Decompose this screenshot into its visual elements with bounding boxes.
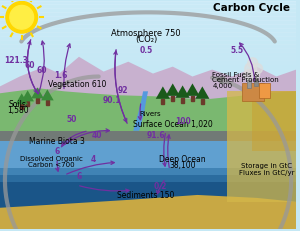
Polygon shape (0, 58, 296, 141)
Text: 40: 40 (92, 131, 102, 140)
Text: 6: 6 (76, 171, 82, 180)
Polygon shape (166, 84, 180, 96)
Text: 60: 60 (24, 61, 35, 70)
Text: Surface Ocean 1,020: Surface Ocean 1,020 (133, 120, 213, 129)
Bar (0, 68, 296, 72)
Polygon shape (0, 89, 296, 141)
Text: Soils: Soils (9, 99, 27, 108)
Bar (0, 72, 296, 76)
Bar (36, 99, 39, 104)
Polygon shape (185, 84, 200, 96)
Bar (20, 105, 23, 109)
Text: Deep Ocean: Deep Ocean (159, 154, 206, 163)
Circle shape (10, 6, 34, 30)
Circle shape (252, 71, 260, 79)
Text: 4: 4 (91, 154, 96, 163)
Bar (247, 79, 251, 89)
Bar (254, 79, 258, 87)
Text: Carbon Cycle: Carbon Cycle (213, 3, 290, 13)
Polygon shape (133, 92, 148, 131)
Polygon shape (41, 90, 54, 101)
Text: 1.6: 1.6 (55, 71, 68, 80)
Text: 50: 50 (67, 115, 77, 124)
Bar (191, 96, 194, 102)
Text: 92: 92 (117, 85, 128, 94)
Text: Dissolved Organic: Dissolved Organic (20, 156, 83, 162)
Bar (201, 99, 204, 105)
Text: 5.5: 5.5 (230, 46, 243, 55)
Text: 1,580: 1,580 (7, 105, 28, 114)
Polygon shape (0, 195, 296, 230)
Circle shape (6, 3, 38, 34)
Circle shape (248, 58, 258, 68)
Text: Cement Production: Cement Production (212, 77, 279, 83)
Polygon shape (15, 94, 28, 105)
Bar (242, 84, 263, 102)
Circle shape (244, 70, 254, 80)
Bar (0, 6, 296, 9)
Circle shape (253, 64, 262, 74)
Text: 0.2: 0.2 (153, 181, 167, 190)
Bar (0, 53, 296, 57)
Bar (0, 9, 296, 13)
Bar (0, 29, 296, 33)
Bar (161, 99, 164, 105)
Bar (0, 37, 296, 41)
Bar (0, 17, 296, 21)
Circle shape (245, 64, 256, 75)
Bar (0, 41, 296, 45)
Polygon shape (156, 87, 170, 99)
Text: 91.6: 91.6 (147, 131, 165, 140)
Text: Marine Biota 3: Marine Biota 3 (29, 137, 85, 146)
Polygon shape (176, 86, 190, 98)
Text: 4,000: 4,000 (212, 83, 232, 89)
Text: 0.5: 0.5 (140, 46, 153, 55)
Bar (0, 45, 296, 49)
Polygon shape (0, 131, 296, 141)
Bar (0, 49, 296, 53)
Bar (0, 13, 296, 17)
Text: Fossil Fuels &: Fossil Fuels & (212, 71, 260, 77)
Text: 121.3: 121.3 (4, 56, 28, 65)
Text: Atmosphere 750: Atmosphere 750 (111, 28, 181, 37)
Bar (46, 101, 49, 106)
Polygon shape (0, 176, 296, 215)
Bar (0, 61, 296, 64)
Text: 6: 6 (55, 146, 60, 155)
Polygon shape (195, 87, 209, 99)
Bar (0, 57, 296, 61)
Text: 100: 100 (175, 117, 190, 126)
Polygon shape (21, 91, 34, 102)
Polygon shape (252, 92, 296, 151)
Polygon shape (0, 131, 296, 190)
Bar (0, 33, 296, 37)
Bar (0, 64, 296, 68)
Bar (171, 96, 174, 102)
Bar (0, 25, 296, 29)
Bar (0, 21, 296, 25)
Bar (181, 98, 184, 104)
Text: Storage in GtC: Storage in GtC (241, 163, 292, 169)
Text: Sediments 150: Sediments 150 (117, 191, 175, 200)
Text: (CO₂): (CO₂) (135, 34, 157, 43)
Bar (0, 1, 296, 6)
Polygon shape (227, 92, 296, 202)
Text: 60: 60 (36, 66, 47, 75)
Text: Vegetation 610: Vegetation 610 (48, 79, 106, 88)
Polygon shape (0, 169, 296, 182)
Text: Fluxes in GtC/yr: Fluxes in GtC/yr (239, 170, 294, 176)
Text: Carbon <700: Carbon <700 (28, 162, 75, 168)
Bar (0, 0, 296, 1)
Polygon shape (31, 88, 44, 99)
Bar (26, 102, 29, 107)
Text: 90.1: 90.1 (102, 95, 121, 104)
Bar (259, 84, 270, 99)
Text: Rivers: Rivers (139, 111, 161, 116)
Text: 38,100: 38,100 (169, 160, 196, 169)
